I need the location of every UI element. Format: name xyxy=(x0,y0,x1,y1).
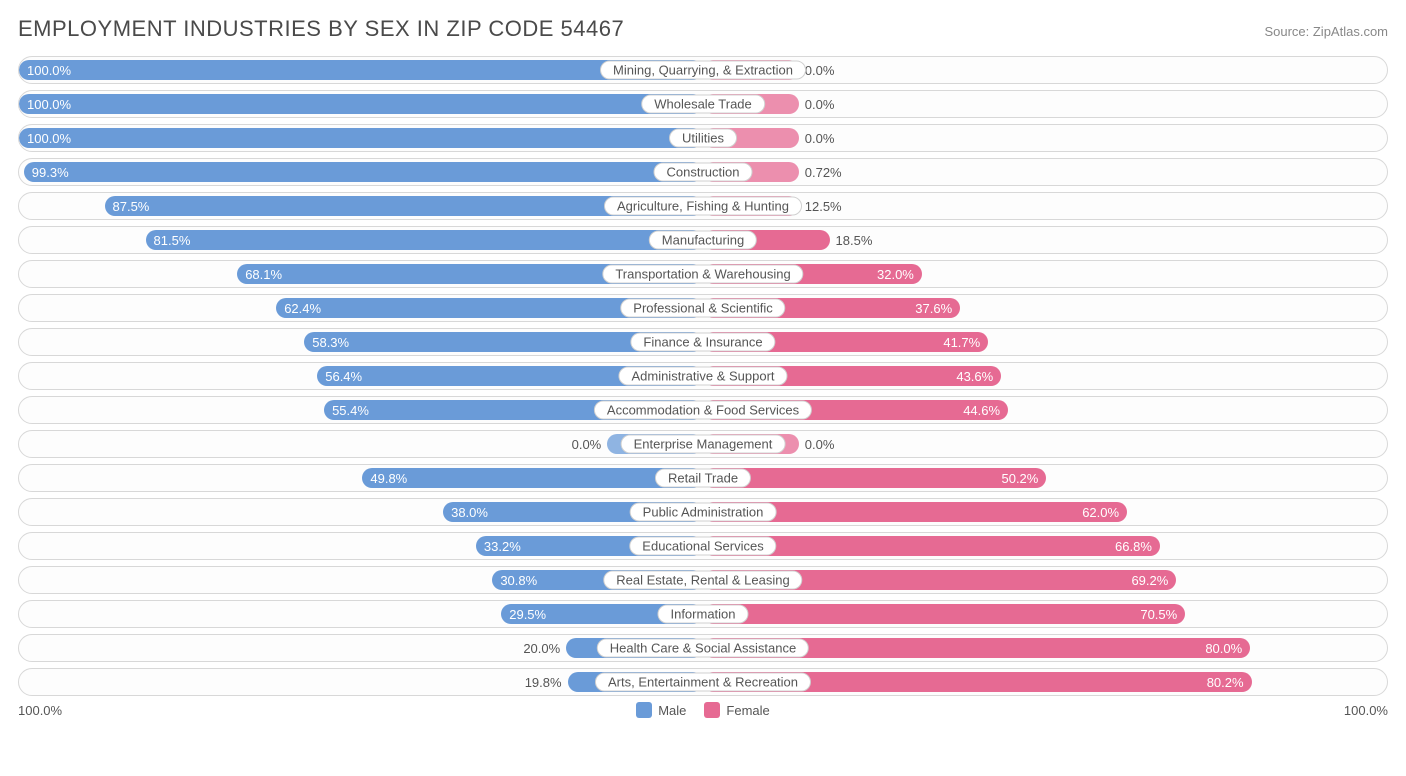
female-pct: 32.0% xyxy=(877,264,914,284)
female-pct: 0.0% xyxy=(805,125,835,151)
male-pct: 58.3% xyxy=(312,332,349,352)
category-label: Retail Trade xyxy=(655,469,751,488)
category-label: Arts, Entertainment & Recreation xyxy=(595,673,811,692)
male-bar: 100.0% xyxy=(19,94,703,114)
female-bar: 50.2% xyxy=(703,468,1046,488)
male-pct: 87.5% xyxy=(113,196,150,216)
category-label: Public Administration xyxy=(630,503,777,522)
category-label: Manufacturing xyxy=(649,231,757,250)
category-label: Real Estate, Rental & Leasing xyxy=(603,571,802,590)
category-label: Construction xyxy=(654,163,753,182)
female-pct: 43.6% xyxy=(956,366,993,386)
category-label: Administrative & Support xyxy=(618,367,787,386)
male-pct: 29.5% xyxy=(509,604,546,624)
chart-row: 99.3% 0.72% Construction xyxy=(18,158,1388,186)
male-pct: 100.0% xyxy=(27,128,71,148)
chart-row: 20.0% 80.0% Health Care & Social Assistanc… xyxy=(18,634,1388,662)
chart-row: 49.8% 50.2% Retail Trade xyxy=(18,464,1388,492)
category-label: Accommodation & Food Services xyxy=(594,401,812,420)
female-pct: 37.6% xyxy=(915,298,952,318)
category-label: Information xyxy=(657,605,748,624)
female-pct: 80.2% xyxy=(1207,672,1244,692)
chart-row: 0.0% 0.0% Enterprise Management xyxy=(18,430,1388,458)
male-pct: 100.0% xyxy=(27,60,71,80)
female-swatch-icon xyxy=(704,702,720,718)
diverging-bar-chart: 100.0%0.0%Mining, Quarrying, & Extractio… xyxy=(18,56,1388,696)
chart-row: 100.0% 0.0% Utilities xyxy=(18,124,1388,152)
chart-row: 29.5% 70.5% Information xyxy=(18,600,1388,628)
chart-row: 62.4% 37.6% Professional & Scientific xyxy=(18,294,1388,322)
female-pct: 0.0% xyxy=(805,91,835,117)
male-pct: 99.3% xyxy=(32,162,69,182)
category-label: Mining, Quarrying, & Extraction xyxy=(600,61,806,80)
chart-row: 38.0% 62.0% Public Administration xyxy=(18,498,1388,526)
category-label: Enterprise Management xyxy=(621,435,786,454)
female-pct: 44.6% xyxy=(963,400,1000,420)
chart-row: 100.0% 0.0% Wholesale Trade xyxy=(18,90,1388,118)
female-pct: 69.2% xyxy=(1131,570,1168,590)
category-label: Agriculture, Fishing & Hunting xyxy=(604,197,802,216)
chart-row: 33.2% 66.8% Educational Services xyxy=(18,532,1388,560)
chart-row: 58.3% 41.7% Finance & Insurance xyxy=(18,328,1388,356)
male-pct: 49.8% xyxy=(370,468,407,488)
legend-male-label: Male xyxy=(658,703,686,718)
chart-source: Source: ZipAtlas.com xyxy=(1264,24,1388,39)
chart-row: 56.4% 43.6% Administrative & Support xyxy=(18,362,1388,390)
female-pct: 0.0% xyxy=(805,57,835,83)
female-pct: 18.5% xyxy=(836,227,873,253)
male-pct: 38.0% xyxy=(451,502,488,522)
female-pct: 50.2% xyxy=(1001,468,1038,488)
category-label: Finance & Insurance xyxy=(630,333,775,352)
male-pct: 100.0% xyxy=(27,94,71,114)
female-bar: 70.5% xyxy=(703,604,1185,624)
chart-row: 87.5% 12.5%Agriculture, Fishing & Hunting xyxy=(18,192,1388,220)
chart-title: EMPLOYMENT INDUSTRIES BY SEX IN ZIP CODE… xyxy=(18,16,624,42)
female-pct: 41.7% xyxy=(943,332,980,352)
axis-left-label: 100.0% xyxy=(18,703,62,718)
male-pct: 0.0% xyxy=(572,431,602,457)
axis-right-label: 100.0% xyxy=(1344,703,1388,718)
male-pct: 19.8% xyxy=(525,669,562,695)
category-label: Wholesale Trade xyxy=(641,95,765,114)
category-label: Educational Services xyxy=(629,537,776,556)
legend-female-label: Female xyxy=(726,703,769,718)
chart-row: 30.8% 69.2% Real Estate, Rental & Leasing xyxy=(18,566,1388,594)
chart-row: 19.8% 80.2% Arts, Entertainment & Recreati… xyxy=(18,668,1388,696)
chart-header: EMPLOYMENT INDUSTRIES BY SEX IN ZIP CODE… xyxy=(18,16,1388,42)
category-label: Transportation & Warehousing xyxy=(602,265,803,284)
male-pct: 56.4% xyxy=(325,366,362,386)
category-label: Utilities xyxy=(669,129,737,148)
male-bar: 100.0% xyxy=(19,128,703,148)
male-bar: 99.3% xyxy=(24,162,703,182)
legend: Male Female xyxy=(636,702,770,718)
female-pct: 70.5% xyxy=(1140,604,1177,624)
female-pct: 80.0% xyxy=(1205,638,1242,658)
legend-female: Female xyxy=(704,702,769,718)
male-pct: 81.5% xyxy=(154,230,191,250)
male-pct: 62.4% xyxy=(284,298,321,318)
male-pct: 20.0% xyxy=(523,635,560,661)
chart-row: 100.0% 0.0%Mining, Quarrying, & Extractio… xyxy=(18,56,1388,84)
female-pct: 12.5% xyxy=(805,193,842,219)
chart-row: 55.4% 44.6% Accommodation & Food Services xyxy=(18,396,1388,424)
male-pct: 33.2% xyxy=(484,536,521,556)
male-pct: 68.1% xyxy=(245,264,282,284)
male-bar: 49.8% xyxy=(362,468,703,488)
legend-male: Male xyxy=(636,702,686,718)
female-pct: 62.0% xyxy=(1082,502,1119,522)
category-label: Health Care & Social Assistance xyxy=(597,639,809,658)
chart-row: 81.5% 18.5% Manufacturing xyxy=(18,226,1388,254)
female-pct: 66.8% xyxy=(1115,536,1152,556)
male-swatch-icon xyxy=(636,702,652,718)
chart-footer: 100.0% Male Female 100.0% xyxy=(18,702,1388,718)
male-pct: 30.8% xyxy=(500,570,537,590)
male-bar: 81.5% xyxy=(146,230,703,250)
category-label: Professional & Scientific xyxy=(620,299,785,318)
female-pct: 0.0% xyxy=(805,431,835,457)
male-pct: 55.4% xyxy=(332,400,369,420)
chart-row: 68.1% 32.0% Transportation & Warehousing xyxy=(18,260,1388,288)
female-pct: 0.72% xyxy=(805,159,842,185)
